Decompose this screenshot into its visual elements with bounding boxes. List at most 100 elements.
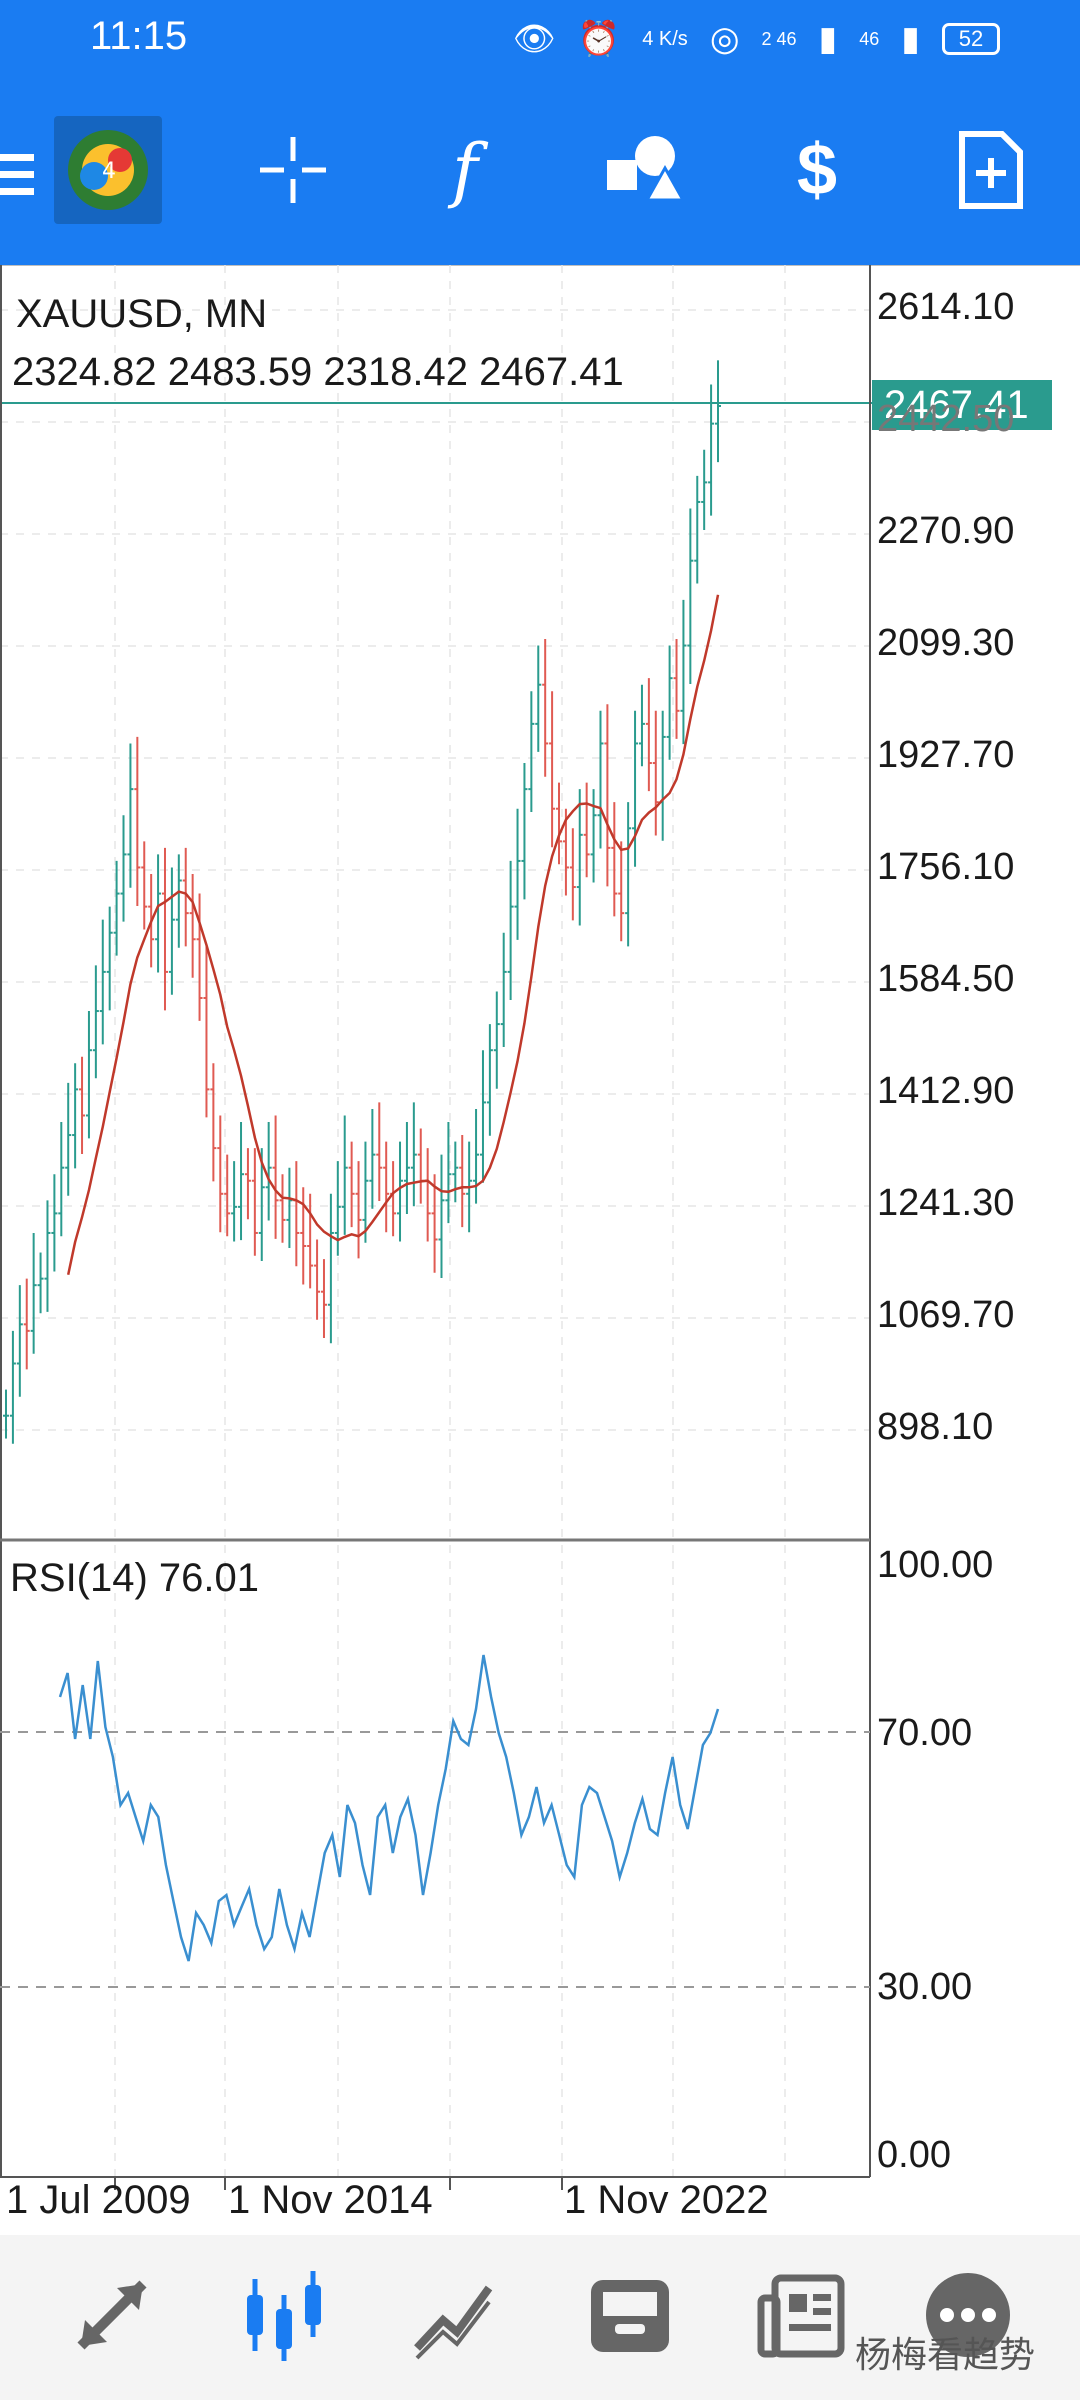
price-bar <box>521 763 528 900</box>
price-bar <box>293 1161 300 1267</box>
price-bar <box>9 1330 16 1444</box>
indicators-icon[interactable]: f <box>452 129 478 211</box>
crosshair-icon[interactable] <box>238 115 348 225</box>
price-bar <box>341 1115 348 1235</box>
signal-icon-2: ▮ <box>901 20 920 58</box>
price-bar <box>708 384 715 516</box>
price-bar <box>320 1259 327 1339</box>
price-bar <box>334 1161 341 1256</box>
price-bar <box>348 1141 355 1228</box>
price-bar <box>452 1141 459 1203</box>
signal-icon: ▮ <box>818 20 838 58</box>
price-bar <box>715 360 721 463</box>
price-bar <box>528 691 535 812</box>
price-bar <box>507 860 514 1000</box>
price-bar <box>638 684 645 767</box>
price-bar <box>597 710 604 849</box>
price-bar <box>65 1082 72 1196</box>
price-bar <box>424 1148 431 1242</box>
price-bar <box>161 847 168 1011</box>
rsi-tick: 30.00 <box>877 1966 973 2008</box>
symbol-icon[interactable]: $ <box>796 130 838 210</box>
battery-indicator: 52 <box>942 23 1000 55</box>
price-bar <box>701 449 708 531</box>
price-bar <box>16 1285 23 1397</box>
objects-icon[interactable] <box>588 115 698 225</box>
price-tick: 2099.30 <box>877 622 1015 664</box>
price-bar <box>258 1148 265 1262</box>
price-chart[interactable] <box>0 265 1080 2235</box>
price-bar <box>362 1141 369 1243</box>
price-bar <box>680 599 687 745</box>
quotes-nav-icon[interactable] <box>62 2265 162 2365</box>
price-bar <box>659 710 666 841</box>
rsi-label: RSI(14) 76.01 <box>10 1556 260 1600</box>
chart-nav-icon[interactable] <box>234 2265 334 2365</box>
price-bar <box>535 645 542 752</box>
price-bar <box>445 1122 452 1224</box>
net-speed: 4 K/s <box>642 28 688 50</box>
price-bar <box>51 1174 58 1272</box>
price-bar <box>314 1239 321 1320</box>
price-bar <box>189 873 196 978</box>
price-bar <box>562 808 569 896</box>
chart-area[interactable] <box>0 265 1080 2236</box>
price-bar <box>92 965 99 1079</box>
price-bar <box>286 1167 293 1248</box>
price-tick: 1756.10 <box>877 846 1015 888</box>
price-bar <box>99 919 106 1045</box>
price-bar <box>3 1389 9 1439</box>
price-bar <box>417 1128 424 1204</box>
price-bar <box>244 1148 251 1220</box>
price-bar <box>549 691 556 848</box>
price-bar <box>231 1161 238 1242</box>
price-bar <box>473 1108 480 1204</box>
price-tick: 1069.70 <box>877 1294 1015 1336</box>
menu-icon[interactable] <box>0 150 40 200</box>
price-bar <box>479 1050 486 1183</box>
eye-icon: 👁 <box>512 20 556 58</box>
price-bar <box>168 867 175 995</box>
price-bar <box>72 1063 79 1169</box>
price-bar <box>618 841 625 942</box>
price-bar <box>383 1141 390 1233</box>
price-bar <box>44 1200 51 1312</box>
price-bar <box>279 1174 286 1243</box>
price-bar <box>30 1232 37 1354</box>
price-bar <box>673 639 680 739</box>
metatrader-logo[interactable]: 4 <box>54 116 162 224</box>
date-tick: 1 Jul 2009 <box>6 2178 191 2222</box>
price-tick: 1584.50 <box>877 958 1015 1000</box>
price-bar <box>23 1278 30 1370</box>
history-nav-icon[interactable] <box>580 2265 680 2365</box>
price-bar <box>79 1056 86 1154</box>
price-tick: 1927.70 <box>877 734 1015 776</box>
price-bar <box>403 1122 410 1215</box>
hotspot-icon: ◎ <box>709 20 740 58</box>
toolbar: 4 f $ <box>0 80 1080 265</box>
price-bar <box>106 906 113 1011</box>
watermark-text: 杨梅看趋势 <box>855 2334 1036 2375</box>
new-order-icon[interactable] <box>936 115 1046 225</box>
news-nav-icon[interactable] <box>752 2265 852 2365</box>
ohlc-label: 2324.82 2483.59 2318.42 2467.41 <box>12 350 624 394</box>
price-candles <box>3 360 721 1444</box>
price-bar <box>369 1108 376 1209</box>
price-bar <box>217 1115 224 1233</box>
price-tick: 1241.30 <box>877 1182 1015 1224</box>
more-nav-icon[interactable] <box>918 2265 1018 2365</box>
price-tick: 1412.90 <box>877 1070 1015 1112</box>
price-bar <box>120 815 127 922</box>
price-bar <box>397 1141 404 1242</box>
price-tick: 2270.90 <box>877 510 1015 552</box>
price-bar <box>611 802 618 917</box>
signal-label-2: 46 <box>859 29 880 49</box>
trade-nav-icon[interactable] <box>404 2265 504 2365</box>
price-bar <box>431 1174 438 1273</box>
price-bar <box>632 710 639 867</box>
price-bar <box>493 991 500 1089</box>
price-bar <box>410 1102 417 1207</box>
price-bar <box>390 1161 397 1237</box>
price-bar <box>687 508 694 685</box>
price-bar <box>272 1115 279 1239</box>
